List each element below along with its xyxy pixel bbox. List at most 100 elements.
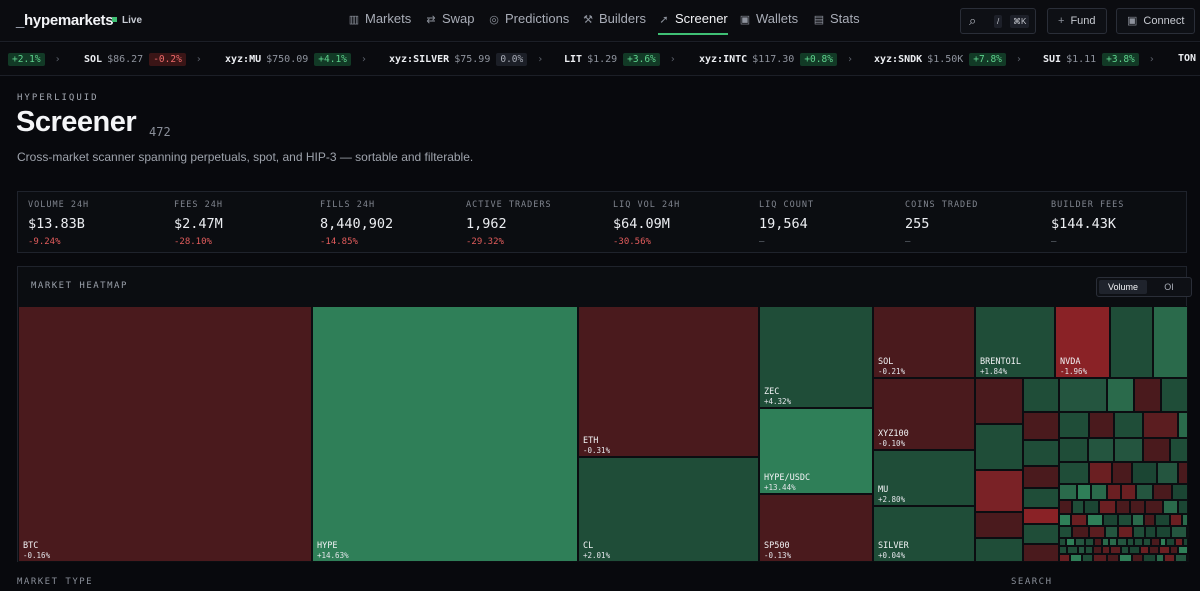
heatmap-cell[interactable] bbox=[1077, 484, 1091, 500]
heatmap-cell[interactable] bbox=[1153, 306, 1188, 378]
heatmap-cell[interactable] bbox=[975, 424, 1023, 470]
heatmap-cell[interactable] bbox=[1132, 462, 1157, 484]
heatmap-cell[interactable] bbox=[1023, 378, 1059, 412]
heatmap-cell[interactable] bbox=[1178, 546, 1188, 554]
heatmap-cell[interactable] bbox=[1133, 526, 1145, 538]
heatmap-cell[interactable] bbox=[1140, 546, 1149, 554]
heatmap-cell[interactable] bbox=[1109, 538, 1117, 546]
heatmap-cell[interactable] bbox=[1107, 554, 1119, 562]
heatmap-cell[interactable] bbox=[1155, 514, 1170, 526]
heatmap-cell[interactable] bbox=[1067, 546, 1078, 554]
heatmap-cell[interactable] bbox=[1182, 514, 1188, 526]
heatmap-cell[interactable] bbox=[1175, 538, 1183, 546]
connect-button[interactable]: ▣ Connect bbox=[1116, 8, 1196, 34]
heatmap-cell[interactable] bbox=[1170, 514, 1182, 526]
heatmap-cell[interactable] bbox=[1093, 554, 1107, 562]
heatmap-cell[interactable] bbox=[1187, 554, 1189, 562]
heatmap-cell[interactable] bbox=[1107, 378, 1134, 412]
brand-logo[interactable]: _hypemarkets bbox=[16, 12, 114, 29]
heatmap-cell[interactable] bbox=[1145, 500, 1163, 514]
heatmap-cell[interactable] bbox=[1082, 554, 1093, 562]
heatmap-cell[interactable] bbox=[1059, 412, 1089, 438]
heatmap-cell[interactable] bbox=[1087, 514, 1103, 526]
heatmap-cell[interactable] bbox=[1071, 514, 1087, 526]
heatmap-cell[interactable] bbox=[1023, 488, 1059, 508]
heatmap-cell[interactable] bbox=[1160, 538, 1166, 546]
heatmap-cell[interactable] bbox=[975, 470, 1023, 512]
ticker-item[interactable]: xyz:MU $750.09 +4.1% › bbox=[225, 53, 367, 66]
nav-markets[interactable]: ▥ Markets bbox=[348, 11, 411, 33]
heatmap-cell[interactable] bbox=[1143, 554, 1156, 562]
heatmap-cell[interactable] bbox=[1112, 462, 1132, 484]
ticker-item[interactable]: TON bbox=[1178, 53, 1200, 64]
ticker-item[interactable]: +2.1% › bbox=[8, 53, 61, 66]
heatmap-cell[interactable] bbox=[1107, 484, 1121, 500]
heatmap-cell[interactable] bbox=[1059, 546, 1067, 554]
heatmap-cell[interactable] bbox=[1175, 554, 1187, 562]
heatmap-cell[interactable] bbox=[1183, 538, 1188, 546]
heatmap-cell-xyz100[interactable]: XYZ100 -0.10% bbox=[873, 378, 975, 450]
heatmap-cell-zec[interactable]: ZEC +4.32% bbox=[759, 306, 873, 408]
heatmap-cell[interactable] bbox=[1089, 462, 1112, 484]
heatmap-cell[interactable] bbox=[1059, 500, 1072, 514]
heatmap-cell[interactable] bbox=[1151, 538, 1160, 546]
heatmap-cell[interactable] bbox=[1072, 500, 1084, 514]
heatmap-cell[interactable] bbox=[1023, 544, 1059, 562]
heatmap-cell[interactable] bbox=[1114, 438, 1143, 462]
heatmap-cell[interactable] bbox=[975, 378, 1023, 424]
heatmap-cell[interactable] bbox=[1078, 546, 1085, 554]
heatmap-cell[interactable] bbox=[1091, 484, 1107, 500]
toggle-oi[interactable]: OI bbox=[1164, 282, 1174, 292]
heatmap-cell[interactable] bbox=[1121, 546, 1129, 554]
heatmap-cell[interactable] bbox=[1163, 500, 1178, 514]
heatmap-cell[interactable] bbox=[1178, 500, 1188, 514]
ticker-item[interactable]: SUI $1.11 +3.8% › bbox=[1043, 53, 1155, 66]
heatmap-cell[interactable] bbox=[1059, 462, 1089, 484]
heatmap-cell-eth[interactable]: ETH -0.31% bbox=[578, 306, 759, 457]
heatmap-cell-sol[interactable]: SOL -0.21% bbox=[873, 306, 975, 378]
heatmap-cell[interactable] bbox=[1156, 554, 1164, 562]
global-search-button[interactable]: ⌕ / ⌘K bbox=[960, 8, 1036, 34]
heatmap-cell[interactable] bbox=[1114, 412, 1143, 438]
heatmap-cell[interactable] bbox=[1059, 538, 1066, 546]
heatmap-cell[interactable] bbox=[1164, 554, 1175, 562]
heatmap-cell[interactable] bbox=[1023, 412, 1059, 440]
heatmap-cell[interactable] bbox=[1085, 538, 1094, 546]
heatmap-cell[interactable] bbox=[1116, 500, 1130, 514]
heatmap-cell[interactable] bbox=[1110, 306, 1153, 378]
heatmap-cell[interactable] bbox=[1023, 524, 1059, 544]
heatmap-cell-hype[interactable]: HYPE +14.63% bbox=[312, 306, 578, 562]
heatmap-cell[interactable] bbox=[1143, 538, 1151, 546]
heatmap-cell[interactable] bbox=[1089, 526, 1105, 538]
heatmap-cell[interactable] bbox=[1170, 438, 1188, 462]
heatmap-cell-btc[interactable]: BTC -0.16% bbox=[18, 306, 312, 562]
ticker-item[interactable]: xyz:INTC $117.30 +0.8% › bbox=[699, 53, 853, 66]
nav-swap[interactable]: ⇄ Swap bbox=[425, 11, 474, 33]
heatmap-cell[interactable] bbox=[1187, 526, 1189, 538]
heatmap-cell[interactable] bbox=[1023, 508, 1059, 524]
heatmap-cell[interactable] bbox=[1118, 514, 1132, 526]
heatmap-cell[interactable] bbox=[1023, 466, 1059, 488]
heatmap-cell[interactable] bbox=[975, 538, 1023, 562]
ticker-item[interactable]: LIT $1.29 +3.6% › bbox=[564, 53, 676, 66]
heatmap-cell[interactable] bbox=[1134, 378, 1161, 412]
heatmap-cell[interactable] bbox=[1066, 538, 1075, 546]
heatmap-cell[interactable] bbox=[1145, 526, 1156, 538]
heatmap-cell[interactable] bbox=[1103, 514, 1118, 526]
heatmap-cell[interactable] bbox=[1157, 462, 1178, 484]
heatmap-cell[interactable] bbox=[1118, 526, 1133, 538]
heatmap-cell[interactable] bbox=[1059, 378, 1107, 412]
heatmap-cell[interactable] bbox=[1094, 538, 1102, 546]
nav-stats[interactable]: ▤ Stats bbox=[813, 11, 860, 33]
heatmap-cell[interactable] bbox=[1130, 500, 1145, 514]
heatmap-cell[interactable] bbox=[1105, 526, 1118, 538]
heatmap-cell[interactable] bbox=[1072, 526, 1089, 538]
heatmap-cell[interactable] bbox=[1136, 484, 1153, 500]
heatmap-cell[interactable] bbox=[1144, 514, 1155, 526]
heatmap-cell[interactable] bbox=[1159, 546, 1170, 554]
ticker-item[interactable]: SOL $86.27 -0.2% › bbox=[84, 53, 202, 66]
fund-button[interactable]: + Fund bbox=[1047, 8, 1107, 34]
heatmap-cell[interactable] bbox=[1059, 514, 1071, 526]
heatmap-cell[interactable] bbox=[1117, 538, 1127, 546]
heatmap-cell[interactable] bbox=[1059, 526, 1072, 538]
